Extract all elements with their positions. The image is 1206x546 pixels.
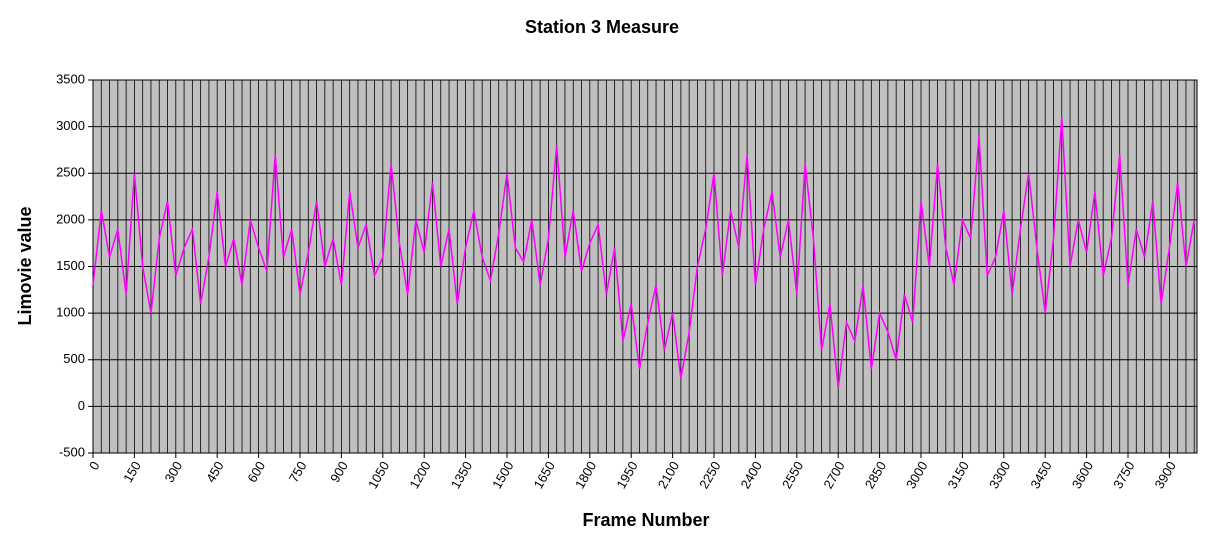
x-tick-label: 2850: [862, 459, 889, 492]
x-tick-label: 2100: [655, 459, 682, 492]
y-tick-label: 0: [78, 398, 85, 413]
y-tick-label: -500: [59, 444, 85, 459]
y-tick-label: 2000: [56, 211, 85, 226]
x-tick-label: 3900: [1152, 459, 1179, 492]
x-tick-label: 1200: [406, 459, 433, 492]
x-tick-label: 3300: [986, 459, 1013, 492]
x-tick-label: 900: [327, 459, 351, 485]
x-tick-label: 3600: [1069, 459, 1096, 492]
x-tick-label: 3450: [1027, 459, 1054, 492]
x-tick-label: 1050: [365, 459, 392, 492]
x-tick-label: 3000: [903, 459, 930, 492]
x-tick-label: 450: [203, 459, 227, 485]
y-tick-label: 3000: [56, 118, 85, 133]
x-tick-label: 750: [286, 459, 310, 485]
x-tick-label: 2400: [738, 459, 765, 492]
chart-title: Station 3 Measure: [525, 17, 679, 37]
y-tick-label: 2500: [56, 165, 85, 180]
x-tick-label: 3150: [945, 459, 972, 492]
y-tick-label: 1500: [56, 258, 85, 273]
x-tick-label: 2550: [779, 459, 806, 492]
x-tick-label: 300: [162, 459, 186, 485]
x-tick-label: 1350: [448, 459, 475, 492]
x-tick-label: 2700: [820, 459, 847, 492]
x-tick-label: 150: [120, 459, 144, 485]
y-tick-label: 500: [63, 351, 85, 366]
x-tick-label: 1950: [613, 459, 640, 492]
x-tick-label: 1800: [572, 459, 599, 492]
data-line: [92, 117, 1195, 388]
x-tick-label: 2250: [696, 459, 723, 492]
y-tick-label: 1000: [56, 305, 85, 320]
y-axis-label: Limovie value: [15, 206, 35, 325]
x-tick-label: 3750: [1110, 459, 1137, 492]
x-tick-label: 1650: [531, 459, 558, 492]
x-tick-label: 0: [86, 459, 103, 473]
y-tick-label: 3500: [56, 71, 85, 86]
x-tick-label: 1500: [489, 459, 516, 492]
x-axis-label: Frame Number: [582, 510, 709, 530]
x-tick-label: 600: [244, 459, 268, 485]
